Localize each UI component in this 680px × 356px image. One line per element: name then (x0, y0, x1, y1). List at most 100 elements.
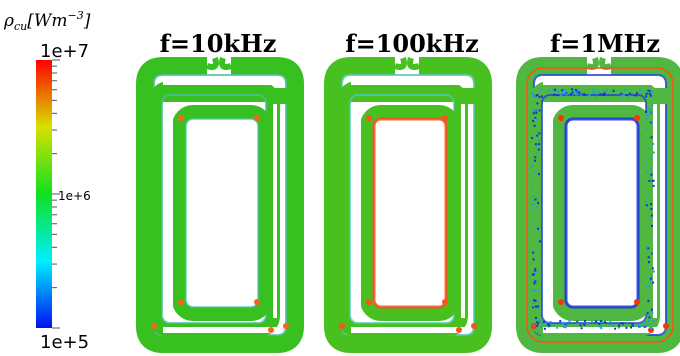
texture-dot (648, 323, 651, 326)
texture-dot (627, 95, 630, 98)
texture-dot (534, 270, 537, 273)
texture-dot (599, 325, 602, 328)
texture-dot (596, 92, 599, 95)
hot-spot (254, 115, 260, 121)
texture-dot (592, 91, 595, 94)
hot-spot (634, 115, 640, 121)
texture-dot (651, 91, 654, 94)
texture-dot (531, 92, 534, 95)
colorbar-min-label: 1e+5 (40, 332, 89, 353)
texture-dot (622, 322, 625, 325)
coil-outer-loop (136, 57, 304, 353)
texture-dot (639, 91, 642, 94)
coil-gap (351, 102, 355, 106)
texture-dot (532, 273, 535, 276)
texture-dot (651, 311, 654, 314)
texture-dot (625, 94, 628, 97)
texture-dot (534, 299, 537, 302)
texture-dot (575, 89, 578, 92)
texture-dot (617, 326, 620, 329)
texture-dot (532, 120, 535, 123)
panel-title-1mhz: f=1MHz (550, 29, 660, 58)
texture-dot (598, 322, 601, 325)
texture-dot (534, 305, 537, 308)
texture-dot (645, 111, 648, 114)
texture-dot (579, 324, 582, 327)
coil-gap (543, 102, 547, 106)
coil-inner-loop (172, 105, 272, 321)
hot-spot (471, 323, 477, 329)
texture-dot (532, 250, 535, 253)
texture-dot (533, 124, 536, 127)
texture-dot (587, 95, 590, 98)
texture-dot (557, 90, 560, 93)
texture-dot (646, 117, 649, 120)
texture-dot (534, 198, 537, 201)
texture-dot (547, 325, 550, 328)
texture-dot (556, 326, 559, 329)
colorbar (36, 60, 52, 328)
texture-dot (545, 324, 548, 327)
texture-dot (578, 91, 581, 94)
texture-dot (541, 322, 544, 325)
coil-gap (543, 80, 657, 85)
texture-dot (651, 110, 654, 113)
texture-dot (599, 93, 602, 96)
coil-outer-edge (533, 74, 667, 336)
texture-dot (532, 289, 535, 292)
texture-dot (537, 290, 540, 293)
texture-dot (650, 253, 653, 256)
coil-inner-edge (564, 117, 640, 309)
coil-panel-1mhz (516, 57, 680, 353)
colorbar-unit-label: ρcu[Wm−3] (3, 9, 91, 33)
texture-dot (649, 121, 652, 124)
texture-dot (608, 324, 611, 327)
texture-dot (537, 201, 540, 204)
texture-dot (531, 136, 534, 139)
texture-dot (650, 92, 653, 95)
coil-gap (653, 104, 657, 318)
texture-dot (565, 91, 568, 94)
coil-gap (163, 80, 277, 85)
hot-spot (456, 327, 462, 333)
texture-dot (538, 96, 541, 99)
texture-dot (532, 258, 535, 261)
texture-dot (564, 321, 567, 324)
texture-dot (573, 88, 576, 91)
coil-inner-edge (185, 118, 259, 308)
texture-dot (651, 122, 654, 125)
texture-dot (563, 88, 566, 91)
texture-dot (556, 94, 559, 97)
texture-dot (581, 93, 584, 96)
texture-dot (651, 267, 654, 270)
texture-dot (548, 324, 551, 327)
texture-dot (595, 320, 598, 323)
texture-dot (536, 321, 539, 324)
texture-dot (535, 111, 538, 114)
texture-dot (534, 156, 537, 159)
texture-dot (535, 271, 538, 274)
texture-dot (534, 316, 537, 319)
texture-dot (534, 289, 537, 292)
texture-dot (633, 323, 636, 326)
texture-dot (652, 184, 655, 187)
texture-dot (537, 320, 540, 323)
texture-dot (537, 305, 540, 308)
texture-dot (580, 327, 583, 330)
colorbar-mid-label: 1e+6 (58, 189, 91, 203)
texture-dot (570, 93, 573, 96)
panel-title-10khz: f=10kHz (160, 29, 277, 58)
texture-dot (553, 323, 556, 326)
texture-dot (561, 91, 564, 94)
texture-dot (648, 108, 651, 111)
colorbar-ticks (52, 59, 60, 329)
coil-window (573, 126, 631, 300)
texture-dot (614, 327, 617, 330)
texture-dot (536, 152, 539, 155)
coil-inner-edge (372, 117, 448, 309)
texture-dot (649, 168, 652, 171)
texture-dot (533, 279, 536, 282)
texture-dot (598, 325, 601, 328)
texture-dot (532, 222, 535, 225)
coil-outer-loop (324, 57, 492, 353)
